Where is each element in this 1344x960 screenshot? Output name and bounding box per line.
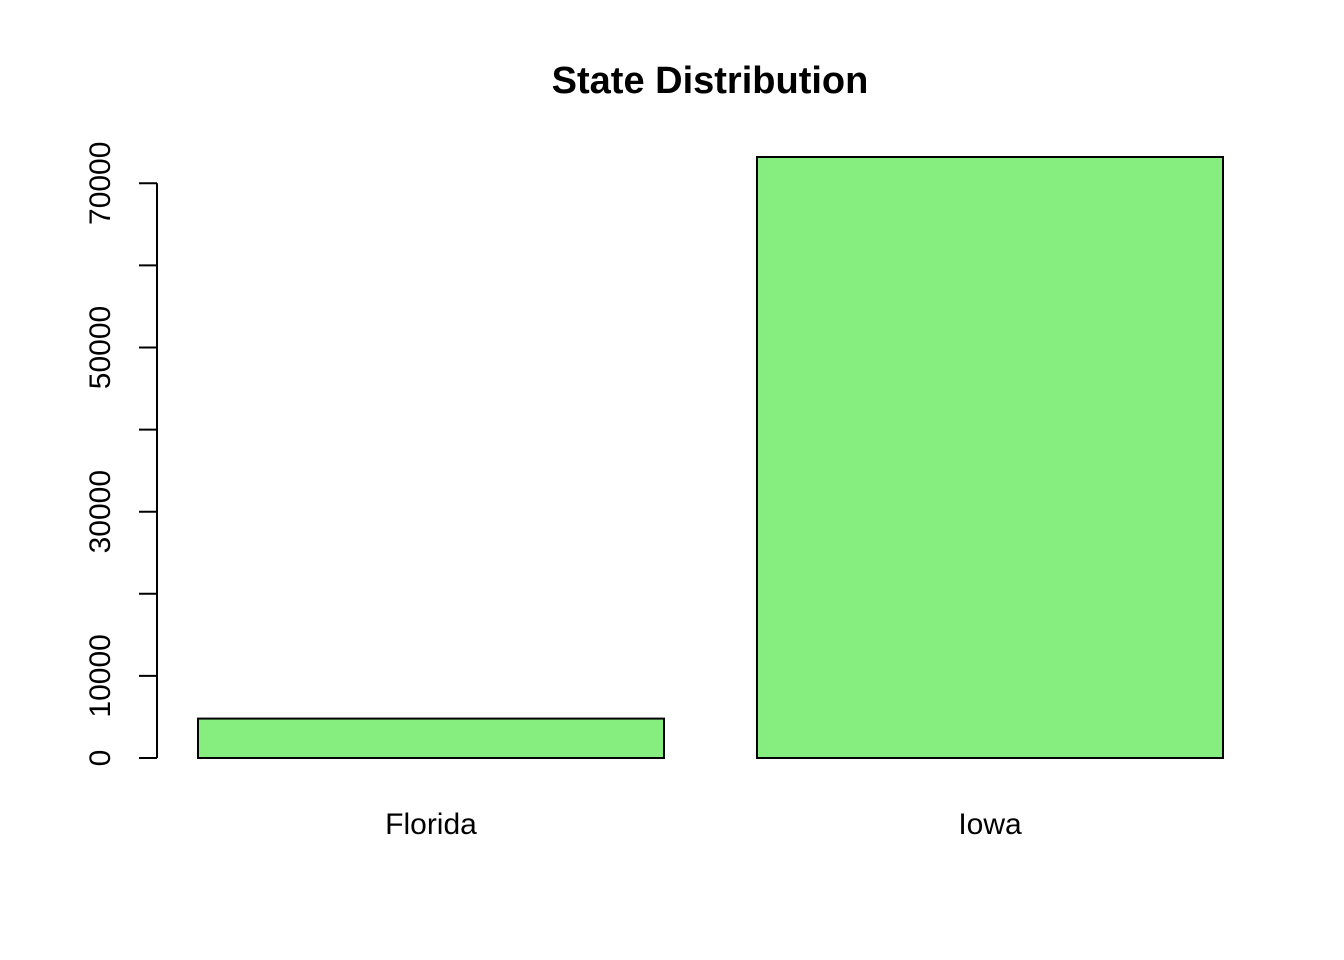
x-axis-labels: Florida Iowa [385, 808, 1022, 841]
y-axis: 0 10000 30000 50000 70000 [84, 142, 158, 767]
x-category-label: Iowa [958, 808, 1022, 841]
y-tick-label: 30000 [84, 470, 117, 553]
y-tick-label: 50000 [84, 306, 117, 389]
bar-iowa [756, 156, 1224, 759]
y-tick-label: 70000 [84, 142, 117, 225]
bars [197, 156, 1224, 759]
y-tick-label: 0 [84, 750, 117, 767]
y-tick-label: 10000 [84, 634, 117, 717]
x-category-label: Florida [385, 808, 477, 841]
bar-florida [197, 717, 665, 759]
chart-title: State Distribution [552, 60, 869, 102]
